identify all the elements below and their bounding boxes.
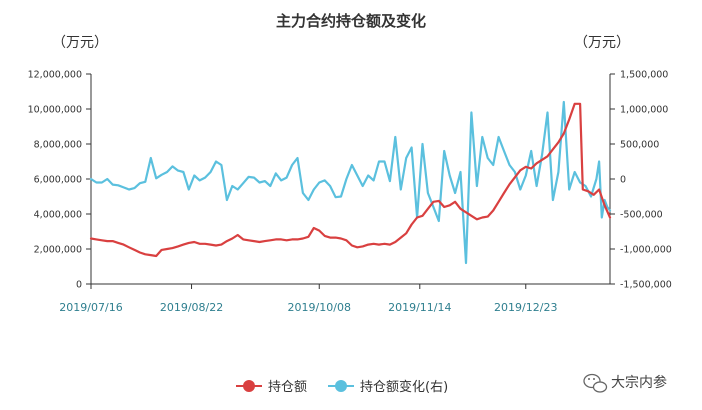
y-right-tick-label: -1,500,000 xyxy=(620,280,672,291)
y-left-tick-label: 8,000,000 xyxy=(34,140,82,151)
x-ticks: 2019/07/16 2019/08/22 2019/10/08 2019/11/14… xyxy=(59,284,557,314)
y-right-tick-label: 0 xyxy=(620,175,626,186)
y-right-tick-label: -1,000,000 xyxy=(620,245,672,256)
series-line-position xyxy=(89,102,612,258)
x-tick-label: 2019/08/22 xyxy=(160,301,223,314)
x-tick-label: 2019/11/14 xyxy=(388,301,451,314)
x-tick-label: 2019/07/16 xyxy=(59,301,122,314)
legend-label-position: 持仓额 xyxy=(268,380,307,395)
y-right-tick-label: 1,000,000 xyxy=(620,105,668,116)
series-line-change xyxy=(89,100,612,265)
y-left-ticks: 0 2,000,000 4,000,000 6,000,000 8,000,000 10,… xyxy=(28,70,91,291)
y-left-tick-label: 0 xyxy=(76,280,82,291)
legend-label-change: 持仓额变化(右) xyxy=(360,379,448,395)
axes xyxy=(90,74,611,285)
legend-marker-change xyxy=(335,380,347,392)
watermark-text: 大宗内参 xyxy=(611,374,667,391)
legend: 持仓额 持仓额变化(右) xyxy=(236,379,448,395)
legend-item-change[interactable]: 持仓额变化(右) xyxy=(328,379,448,395)
y-right-unit: （万元） xyxy=(574,35,630,51)
chart-title: 主力合约持仓额及变化 xyxy=(276,12,426,30)
watermark: 大宗内参 xyxy=(583,373,667,393)
y-left-unit: （万元） xyxy=(52,35,108,51)
x-tick-label: 2019/10/08 xyxy=(288,301,351,314)
series-lines xyxy=(89,100,612,265)
y-left-tick-label: 12,000,000 xyxy=(28,70,82,81)
legend-item-position[interactable]: 持仓额 xyxy=(236,380,307,395)
y-left-tick-label: 4,000,000 xyxy=(34,210,82,221)
y-right-tick-label: 500,000 xyxy=(620,140,659,151)
wechat-icon xyxy=(583,373,608,393)
y-right-tick-label: -500,000 xyxy=(620,210,663,221)
y-left-tick-label: 10,000,000 xyxy=(28,105,82,116)
y-left-tick-label: 6,000,000 xyxy=(34,175,82,186)
x-tick-label: 2019/12/23 xyxy=(494,301,557,314)
y-left-tick-label: 2,000,000 xyxy=(34,245,82,256)
y-right-ticks: -1,500,000 -1,000,000 -500,000 0 500,000 1,00… xyxy=(610,70,672,291)
y-right-tick-label: 1,500,000 xyxy=(620,70,668,81)
legend-marker-position xyxy=(243,380,255,392)
